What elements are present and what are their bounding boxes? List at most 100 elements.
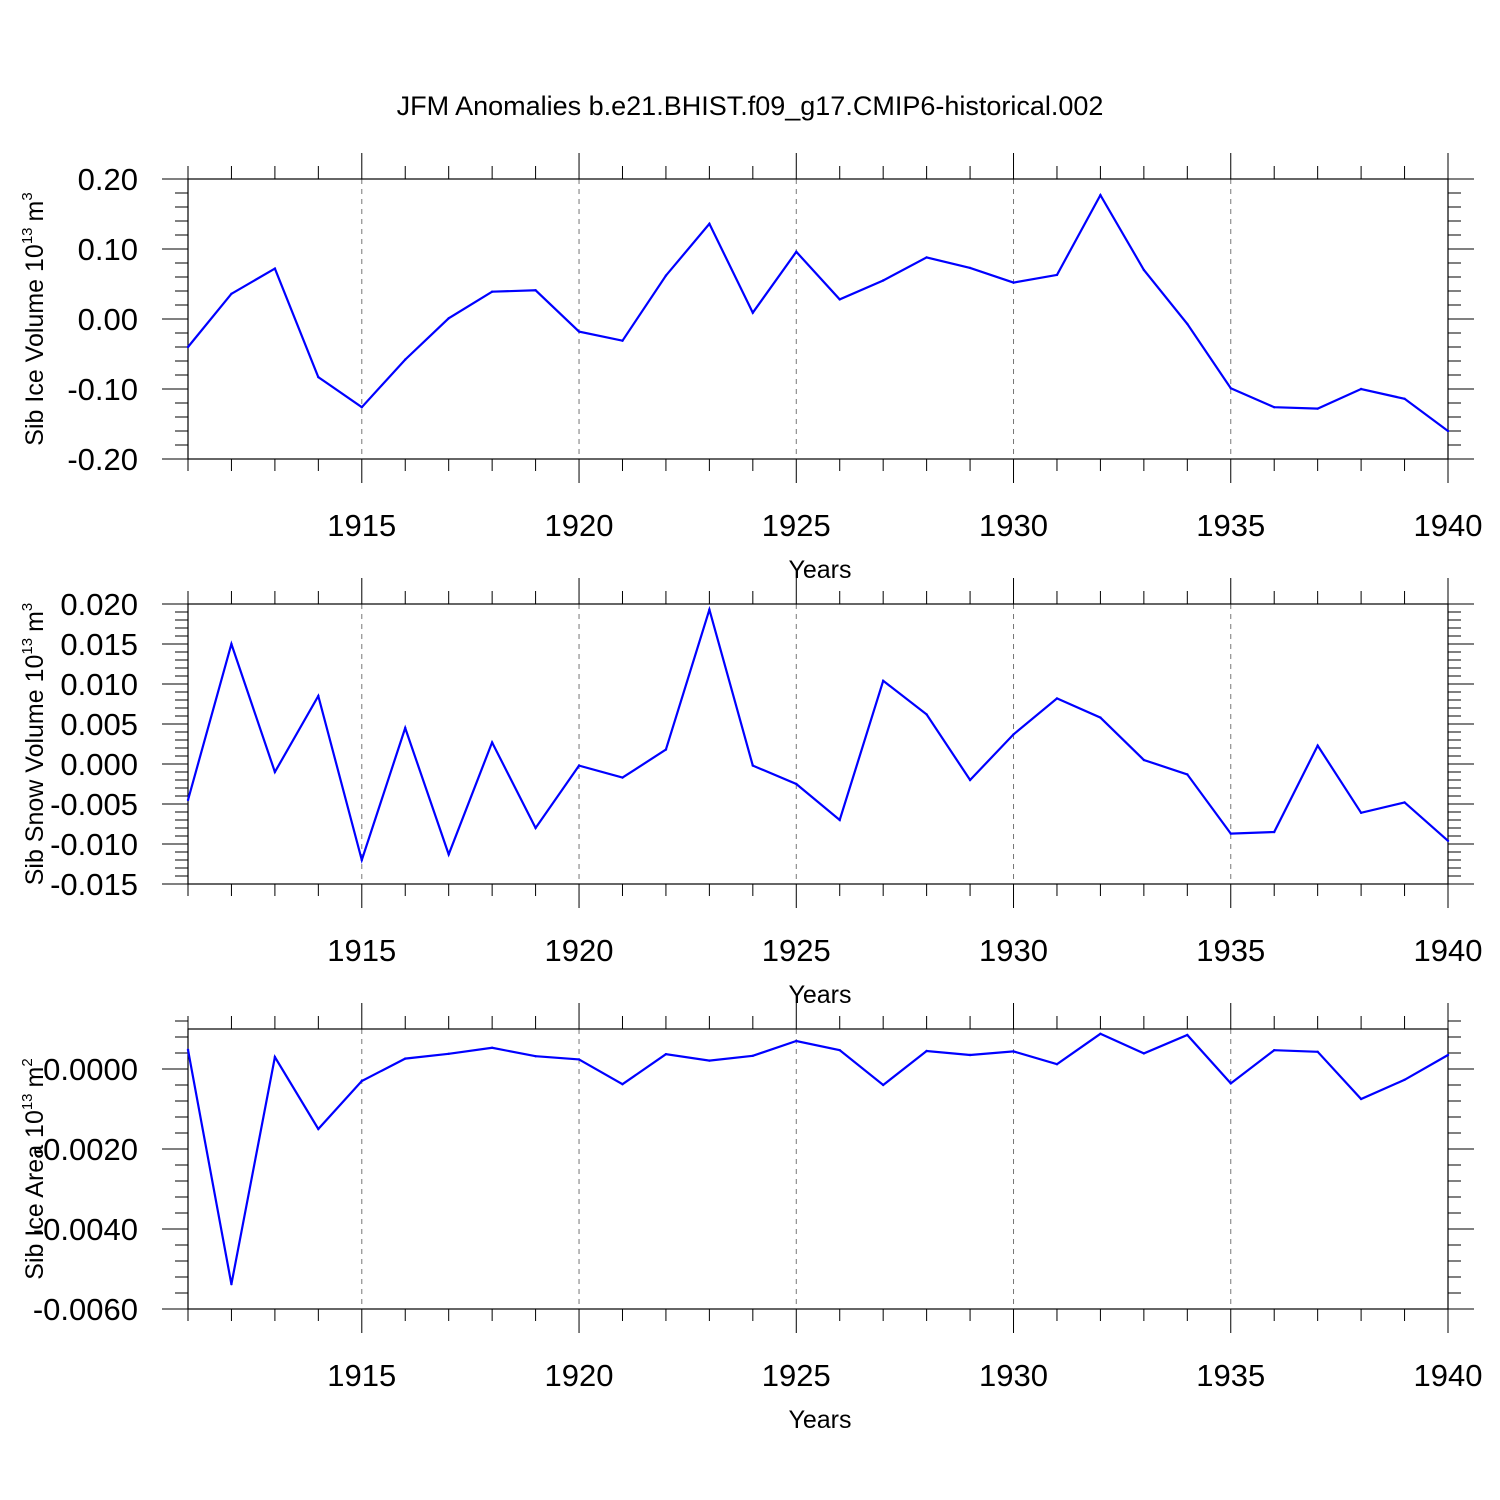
data-point	[621, 339, 624, 342]
plot-frame	[187, 1028, 1449, 1310]
data-point	[1142, 1052, 1146, 1055]
y-axis-label: Sib Snow Volume 1013 m3	[19, 603, 49, 886]
data-point	[490, 290, 494, 293]
data-point	[186, 345, 190, 349]
y-tick-label: -0.20	[67, 442, 138, 477]
x-tick-label: 1935	[1196, 1358, 1265, 1393]
data-point	[968, 778, 972, 782]
x-tick-label: 1935	[1196, 933, 1265, 968]
data-point	[664, 1053, 668, 1056]
data-point	[1012, 733, 1015, 736]
x-axis-label: Years	[788, 981, 851, 1009]
y-tick-label: 0.00	[78, 302, 138, 337]
x-tick-label: 1925	[762, 508, 831, 543]
data-point	[881, 1083, 885, 1087]
data-point	[1142, 758, 1146, 762]
data-point	[795, 782, 798, 786]
data-point	[1316, 407, 1319, 410]
data-point	[360, 406, 363, 409]
y-axis-label-text: Sib Ice Area 10	[21, 1110, 49, 1280]
x-tick-label: 1925	[762, 1358, 831, 1393]
data-point	[534, 1055, 537, 1058]
y-tick-label: 0.005	[60, 707, 138, 742]
data-point	[273, 1055, 277, 1059]
data-point	[1055, 697, 1059, 700]
data-point	[838, 298, 841, 301]
data-point	[490, 741, 494, 744]
panel-ice-volume: 0.20 0.10 0.00 -0.10 -0.20 1915 1920 1925 1930 19…	[19, 153, 1482, 584]
data-point	[1142, 268, 1146, 272]
x-axis-label: Years	[788, 1406, 851, 1434]
panels: 0.20 0.10 0.00 -0.10 -0.20 1915 1920 1925 1930 19…	[19, 153, 1482, 1434]
data-point	[795, 250, 798, 253]
series-line-snow-volume	[186, 605, 1449, 864]
y-tick-label: 0.10	[78, 232, 138, 267]
y-tick-label: -0.005	[50, 787, 138, 822]
x-tick-label: 1940	[1414, 508, 1483, 543]
data-point	[1229, 1082, 1232, 1085]
data-point	[968, 1053, 972, 1057]
y-axis-label: Sib Ice Area 1013 m2	[19, 1058, 49, 1279]
y-axis-label-exponent: 13	[19, 1093, 36, 1110]
data-point	[1359, 1097, 1363, 1101]
x-tick-label: 1915	[327, 933, 396, 968]
y-tick-label: 0.010	[60, 667, 138, 702]
data-point	[1099, 1032, 1102, 1036]
y-tick-label: -0.0060	[33, 1292, 138, 1327]
x-tick-label: 1915	[327, 508, 396, 543]
x-tick-label: 1940	[1414, 1358, 1483, 1393]
plot-frame	[187, 603, 1449, 885]
data-point	[968, 266, 972, 270]
y-axis-label: Sib Ice Volume 1013 m3	[19, 192, 49, 445]
y-axis-label-text: Sib Ice Volume 10	[21, 244, 49, 446]
data-point	[1273, 830, 1276, 834]
data-point	[1099, 193, 1102, 197]
y-axis-label-exponent: 13	[19, 638, 36, 655]
x-tick-label: 1930	[979, 933, 1048, 968]
y-axis-label-unit: m	[21, 1067, 49, 1088]
x-tick-label: 1935	[1196, 508, 1265, 543]
data-point	[404, 1057, 407, 1060]
data-point	[404, 358, 407, 361]
data-point	[1055, 273, 1059, 277]
data-point	[925, 1049, 928, 1053]
y-axis-label-unit-exponent: 3	[19, 603, 36, 611]
data-point	[1186, 773, 1189, 776]
data-point	[490, 1046, 494, 1050]
data-point	[1273, 1049, 1276, 1052]
data-point	[751, 311, 755, 314]
data-point	[881, 679, 885, 682]
y-axis-label-unit-exponent: 2	[19, 1058, 36, 1066]
y-axis-label-unit-exponent: 3	[19, 192, 36, 200]
data-point	[751, 1054, 755, 1058]
data-point	[1403, 801, 1406, 804]
series-line-ice-volume	[187, 192, 1449, 432]
y-axis-label-unit: m	[21, 201, 49, 222]
x-tick-label: 1930	[979, 508, 1048, 543]
y-tick-label: -0.10	[67, 372, 138, 407]
x-tick-label: 1925	[762, 933, 831, 968]
data-point	[273, 770, 277, 774]
data-point	[664, 748, 668, 751]
data-point	[317, 1127, 320, 1131]
x-tick-label: 1920	[545, 508, 614, 543]
y-axis-label-exponent: 13	[19, 227, 36, 244]
data-point	[1359, 387, 1363, 391]
data-point	[795, 1039, 798, 1043]
x-tick-label: 1930	[979, 1358, 1048, 1393]
x-tick-label: 1940	[1414, 933, 1483, 968]
data-point	[925, 713, 928, 716]
panel-snow-volume: 0.020 0.015 0.010 0.005 0.000 -0.005 -0.010 -0.…	[19, 578, 1482, 1009]
data-point	[186, 798, 190, 802]
data-point	[186, 1048, 190, 1052]
y-tick-label: -0.015	[50, 867, 138, 902]
data-point	[838, 818, 841, 822]
data-point	[621, 776, 624, 779]
y-tick-label: -0.010	[50, 827, 138, 862]
data-point	[534, 826, 537, 830]
data-point	[751, 764, 755, 767]
y-tick-label: -0.0040	[33, 1212, 138, 1247]
data-point	[447, 853, 450, 856]
data-point	[925, 256, 928, 259]
